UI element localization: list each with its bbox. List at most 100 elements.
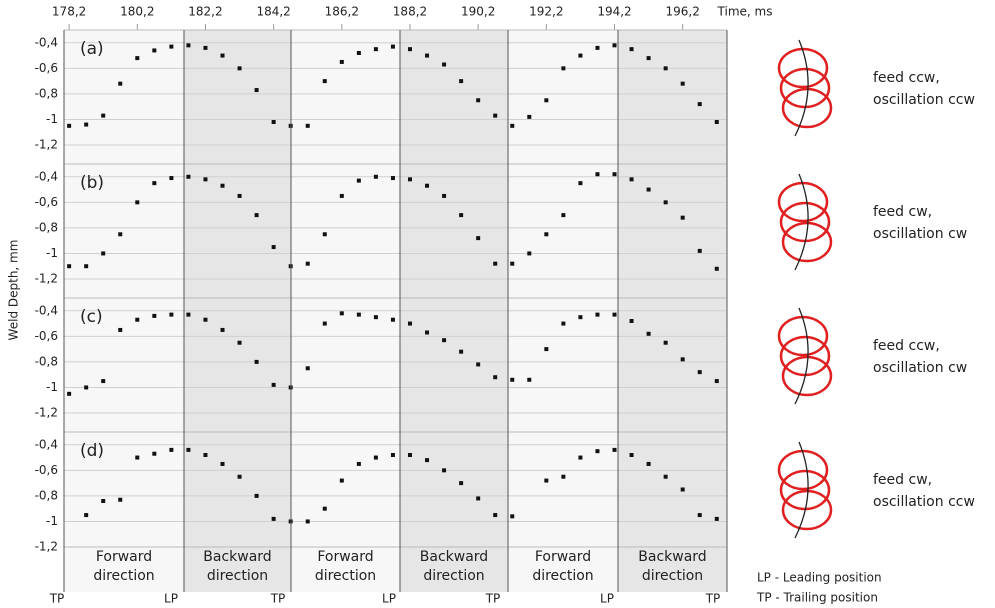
x-tick-label: 184,2: [256, 5, 290, 19]
data-point: [152, 452, 156, 456]
data-point: [118, 498, 122, 502]
data-point: [561, 213, 565, 217]
y-tick-label: -1,2: [35, 272, 58, 286]
y-tick-label: -1: [46, 514, 58, 528]
position-label: LP: [382, 592, 396, 606]
x-axis-title: Time, ms: [717, 5, 773, 19]
data-point: [101, 379, 105, 383]
annotation: feed cw,: [873, 472, 932, 488]
data-point: [391, 176, 395, 180]
data-point: [238, 341, 242, 345]
data-point: [459, 79, 463, 83]
data-point: [203, 453, 207, 457]
data-point: [357, 179, 361, 183]
x-tick-label: 178,2: [52, 5, 86, 19]
data-point: [323, 322, 327, 326]
y-axis-title: Weld Depth, mm: [7, 240, 21, 341]
data-point: [391, 453, 395, 457]
data-point: [135, 200, 139, 204]
data-point: [681, 357, 685, 361]
y-tick-label: -1: [46, 246, 58, 260]
y-tick-label: -0,6: [35, 61, 58, 75]
direction-label: Forward: [535, 549, 591, 565]
y-tick-label: -0,8: [35, 488, 58, 502]
annotation: feed cw,: [873, 204, 932, 220]
data-point: [340, 60, 344, 64]
data-point: [255, 213, 259, 217]
direction-label: direction: [532, 568, 593, 584]
data-point: [664, 66, 668, 70]
data-point: [544, 232, 548, 236]
x-tick-label: 194,2: [597, 5, 631, 19]
data-point: [118, 82, 122, 86]
data-point: [186, 43, 190, 47]
data-point: [255, 494, 259, 498]
direction-label: Forward: [317, 549, 373, 565]
data-point: [67, 264, 71, 268]
data-point: [169, 45, 173, 49]
data-point: [510, 514, 514, 518]
data-point: [408, 177, 412, 181]
y-tick-label: -0,6: [35, 463, 58, 477]
data-point: [527, 251, 531, 255]
y-tick-label: -0,4: [35, 437, 58, 451]
data-point: [578, 181, 582, 185]
position-label: LP: [164, 592, 178, 606]
data-point: [255, 360, 259, 364]
data-point: [408, 453, 412, 457]
data-point: [664, 341, 668, 345]
data-point: [323, 232, 327, 236]
panel-label: (a): [80, 39, 104, 59]
data-point: [374, 315, 378, 319]
y-tick-label: -0,4: [35, 35, 58, 49]
data-point: [238, 475, 242, 479]
data-point: [647, 462, 651, 466]
data-point: [527, 378, 531, 382]
data-point: [203, 177, 207, 181]
data-point: [630, 319, 634, 323]
direction-label: direction: [93, 568, 154, 584]
data-point: [152, 314, 156, 318]
data-point: [67, 392, 71, 396]
data-point: [425, 458, 429, 462]
data-point: [408, 47, 412, 51]
data-point: [698, 513, 702, 517]
direction-label: Backward: [420, 549, 488, 565]
data-point: [613, 172, 617, 176]
data-point: [67, 124, 71, 128]
data-point: [221, 328, 225, 332]
data-point: [84, 123, 88, 127]
data-point: [459, 213, 463, 217]
data-point: [374, 456, 378, 460]
data-point: [306, 366, 310, 370]
data-point: [476, 98, 480, 102]
annotation: feed ccw,: [873, 338, 940, 354]
data-point: [630, 47, 634, 51]
data-point: [306, 124, 310, 128]
data-point: [476, 236, 480, 240]
direction-label: direction: [315, 568, 376, 584]
data-point: [561, 475, 565, 479]
data-point: [425, 331, 429, 335]
data-point: [459, 350, 463, 354]
y-tick-label: -0,6: [35, 195, 58, 209]
data-point: [323, 507, 327, 511]
data-point: [169, 448, 173, 452]
y-tick-label: -1: [46, 380, 58, 394]
data-point: [442, 468, 446, 472]
position-label: TP: [270, 592, 286, 606]
data-point: [715, 120, 719, 124]
data-point: [698, 102, 702, 106]
data-point: [203, 318, 207, 322]
legend-text: TP - Trailing position: [756, 591, 878, 605]
data-point: [595, 449, 599, 453]
data-point: [272, 245, 276, 249]
data-point: [374, 47, 378, 51]
data-point: [561, 66, 565, 70]
data-point: [613, 448, 617, 452]
data-point: [272, 383, 276, 387]
position-label: TP: [49, 592, 65, 606]
data-point: [630, 453, 634, 457]
data-point: [186, 448, 190, 452]
data-point: [476, 362, 480, 366]
